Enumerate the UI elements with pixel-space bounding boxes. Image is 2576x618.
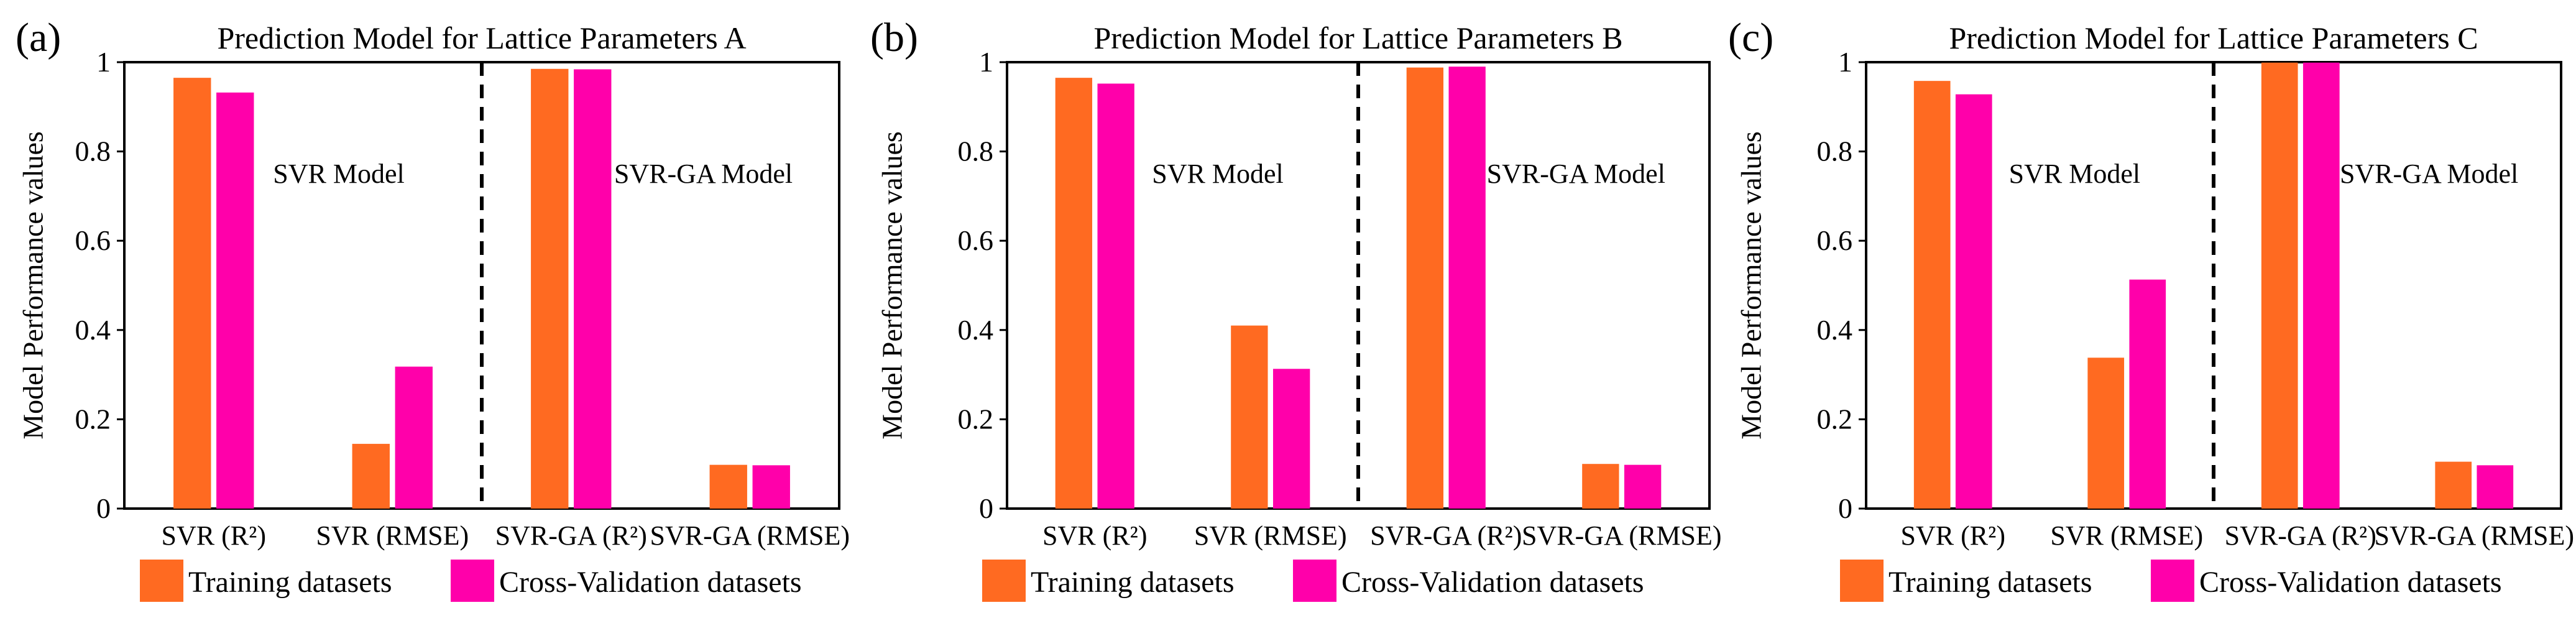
chart-title: Prediction Model for Lattice Parameters … [1093, 21, 1622, 55]
legend-swatch-cross-validation [1293, 560, 1336, 602]
bar-training-1 [2087, 357, 2125, 509]
x-tick-label: SVR (R²) [1901, 520, 2005, 551]
y-tick-label: 0.4 [958, 314, 994, 346]
y-tick-label: 0.6 [958, 224, 994, 256]
y-axis-label: Model Performance values [17, 131, 49, 440]
y-axis-label: Model Performance values [1736, 131, 1767, 440]
y-tick-label: 0.8 [75, 136, 111, 167]
bar-cross-validation-1 [1272, 369, 1310, 509]
panel-label: (b) [870, 15, 918, 60]
legend-label-training: Training datasets [188, 566, 392, 599]
panel-label: (a) [16, 15, 61, 60]
bar-cross-validation-0 [1097, 83, 1134, 509]
y-tick-label: 0.2 [958, 403, 994, 435]
legend-label-training: Training datasets [1888, 566, 2092, 599]
bar-cross-validation-3 [752, 465, 790, 509]
chart-panel-a: (a) Prediction Model for Lattice Paramete… [16, 15, 850, 602]
bar-training-3 [709, 464, 747, 509]
x-tick-label: SVR (RMSE) [1194, 520, 1347, 551]
y-tick-label: 0 [96, 492, 111, 524]
x-tick-label: SVR-GA (R²) [1370, 520, 1522, 551]
y-tick-label: 0.2 [1817, 403, 1853, 435]
y-tick-label: 0.2 [75, 403, 111, 435]
legend-swatch-cross-validation [451, 560, 494, 602]
bar-cross-validation-0 [1955, 94, 1992, 509]
bar-training-0 [173, 78, 211, 509]
y-tick-label: 0.4 [75, 314, 111, 346]
bar-cross-validation-1 [395, 366, 433, 509]
legend-label-training: Training datasets [1031, 566, 1235, 599]
legend-label-cross-validation: Cross-Validation datasets [1341, 566, 1644, 599]
legend-swatch-cross-validation [2151, 560, 2194, 602]
legend-swatch-training [982, 560, 1026, 602]
bar-training-0 [1055, 78, 1093, 509]
bar-cross-validation-3 [1624, 464, 1662, 509]
chart-panel-b: (b) Prediction Model for Lattice Paramete… [870, 15, 1722, 602]
y-tick-label: 0 [1838, 492, 1852, 524]
bar-cross-validation-2 [1448, 67, 1486, 509]
annotation-svr-model: SVR Model [273, 159, 404, 189]
x-tick-label: SVR-GA (RMSE) [650, 520, 850, 551]
y-tick-label: 0.8 [1817, 136, 1853, 167]
annotation-svr-ga-model: SVR-GA Model [614, 159, 793, 189]
bar-cross-validation-1 [2129, 279, 2166, 509]
y-tick-label: 1 [979, 46, 993, 78]
chart-title: Prediction Model for Lattice Parameters … [1949, 21, 2478, 55]
legend-label-cross-validation: Cross-Validation datasets [499, 566, 802, 599]
y-tick-label: 0.6 [1817, 224, 1853, 256]
bar-cross-validation-3 [2477, 465, 2514, 509]
bar-cross-validation-2 [2302, 62, 2340, 509]
bar-training-3 [2435, 461, 2472, 509]
bar-cross-validation-0 [216, 92, 254, 509]
legend-label-cross-validation: Cross-Validation datasets [2199, 566, 2502, 599]
bar-cross-validation-2 [574, 69, 612, 509]
x-tick-label: SVR-GA (R²) [2225, 520, 2376, 551]
y-tick-label: 1 [1838, 46, 1852, 78]
bar-training-1 [1231, 325, 1268, 509]
x-tick-label: SVR-GA (RMSE) [2375, 520, 2575, 551]
y-tick-label: 0.6 [75, 224, 111, 256]
y-tick-label: 0.8 [958, 136, 994, 167]
panel-label: (c) [1728, 15, 1773, 60]
annotation-svr-model: SVR Model [1152, 159, 1283, 189]
bar-training-3 [1582, 464, 1619, 509]
bar-training-0 [1913, 81, 1951, 509]
y-tick-label: 0 [979, 492, 993, 524]
annotation-svr-ga-model: SVR-GA Model [2340, 159, 2518, 189]
bar-training-2 [2261, 62, 2298, 509]
bar-training-2 [531, 68, 569, 509]
y-tick-label: 0.4 [1817, 314, 1853, 346]
x-tick-label: SVR (R²) [162, 520, 266, 551]
chart-title: Prediction Model for Lattice Parameters … [217, 21, 746, 55]
x-tick-label: SVR-GA (RMSE) [1522, 520, 1722, 551]
legend-swatch-training [1840, 560, 1884, 602]
legend-swatch-training [140, 560, 183, 602]
y-tick-label: 1 [96, 46, 111, 78]
bar-training-2 [1406, 67, 1444, 509]
annotation-svr-model: SVR Model [2009, 159, 2140, 189]
x-tick-label: SVR-GA (R²) [495, 520, 647, 551]
chart-panel-c: (c) Prediction Model for Lattice Paramete… [1728, 15, 2574, 602]
bar-training-1 [352, 443, 390, 509]
x-tick-label: SVR (RMSE) [316, 520, 469, 551]
annotation-svr-ga-model: SVR-GA Model [1487, 159, 1665, 189]
x-tick-label: SVR (R²) [1042, 520, 1147, 551]
x-tick-label: SVR (RMSE) [2050, 520, 2203, 551]
y-axis-label: Model Performance values [876, 131, 908, 440]
